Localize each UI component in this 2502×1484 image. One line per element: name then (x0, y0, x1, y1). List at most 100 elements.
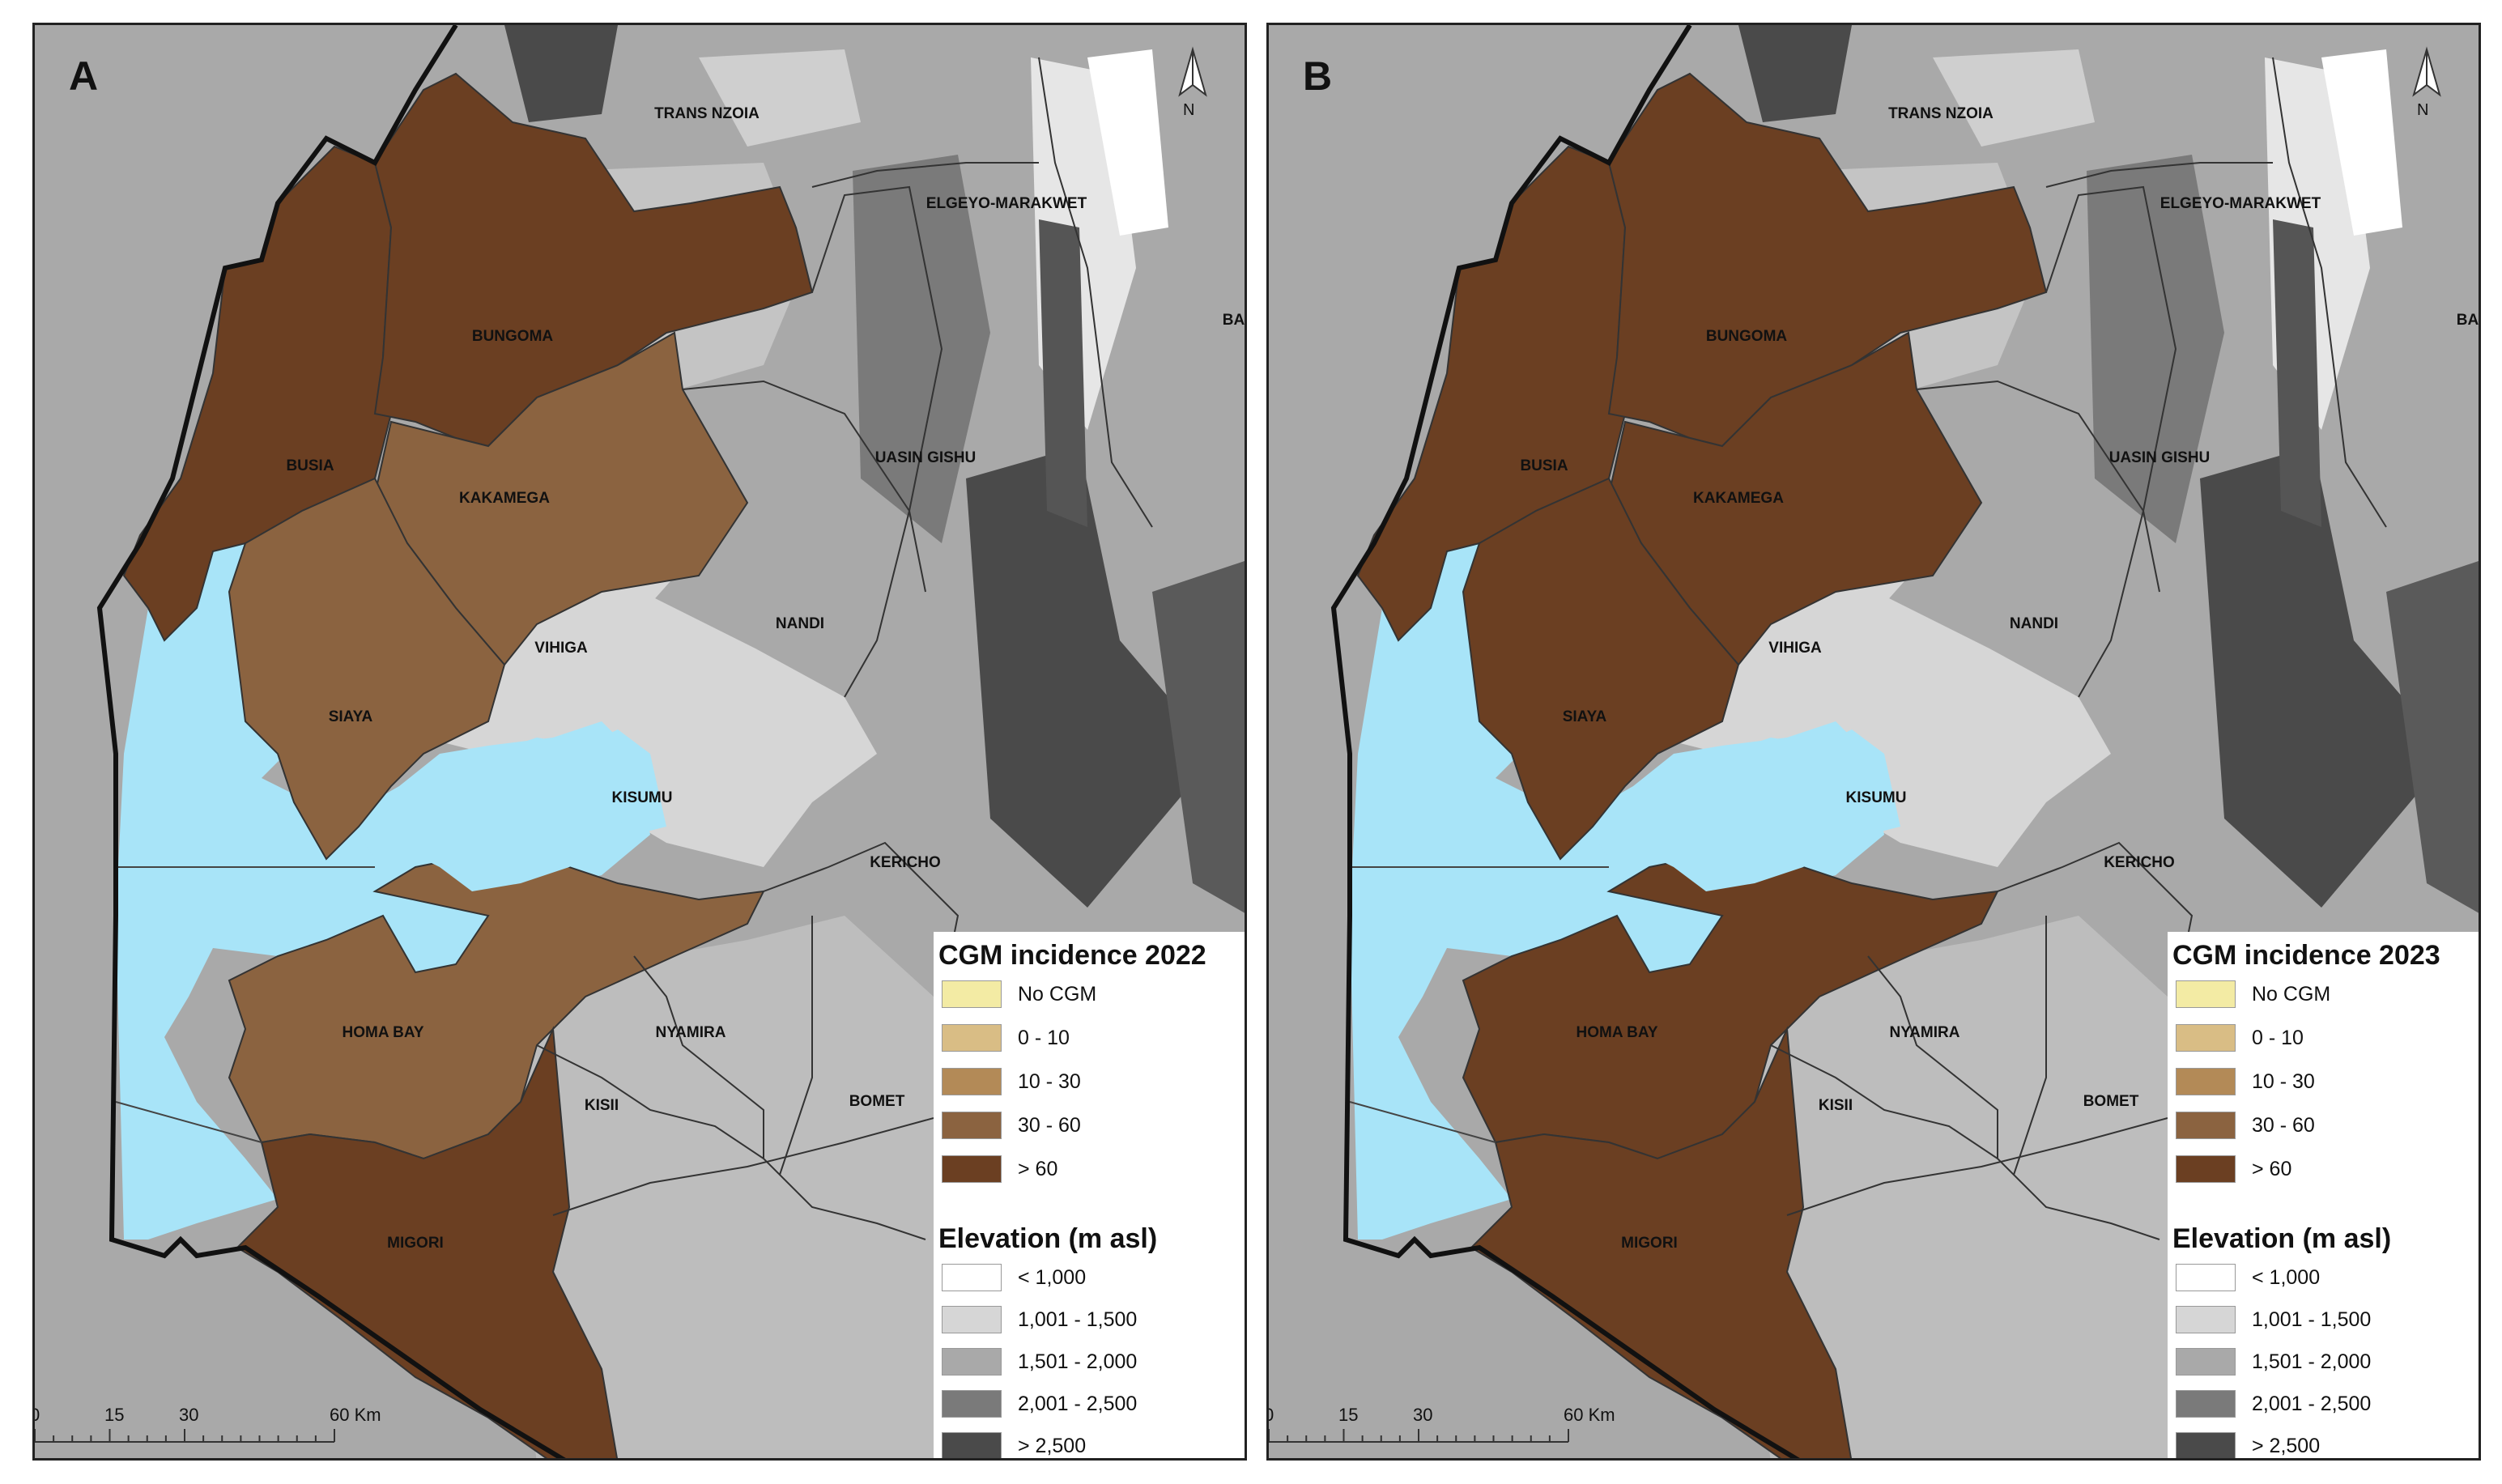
legend-item-incidence: 0 - 10 (942, 1024, 1070, 1052)
boundary-elgeyo (1038, 57, 1153, 528)
legend-swatch (2176, 1264, 2236, 1291)
legend-swatch (942, 980, 1002, 1008)
legend-label: > 60 (2252, 1157, 2292, 1180)
county-boundaries (1349, 57, 2387, 1240)
legend-swatch (942, 1264, 1002, 1291)
label-bomet: BOMET (2083, 1093, 2139, 1110)
county-siaya (1462, 477, 1740, 861)
elevation-above-2500-zone (2273, 219, 2321, 527)
elevation-above-2500-zone (504, 25, 618, 122)
boundary-nandi (682, 380, 911, 698)
label-kakamega: KAKAMEGA (1693, 490, 1784, 507)
legend-swatch (2176, 1024, 2236, 1052)
label-uasin-gishu: UASIN GISHU (2109, 449, 2211, 466)
label-busia: BUSIA (1520, 457, 1568, 474)
county-boundaries (115, 57, 1153, 1240)
country-border (96, 25, 566, 1458)
kisumu-bay (1722, 729, 1900, 835)
elevation-2001-2500-zone (2087, 155, 2224, 543)
map-canvas: BUSIA BUNGOMA KAKAMEGA SIAYA HOMA BAY MI… (1269, 25, 2479, 1458)
boundary-south (1786, 1117, 2168, 1216)
scale-label: 0 (35, 1405, 40, 1426)
label-kericho: KERICHO (2104, 854, 2175, 871)
label-bungoma: BUNGOMA (1706, 328, 1788, 345)
legend-swatch (942, 1155, 1002, 1183)
legend-title-incidence: CGM incidence 2023 (2172, 940, 2440, 971)
elevation-below-1000-zone (2321, 49, 2402, 236)
legend-swatch (942, 1390, 1002, 1418)
label-siaya: SIAYA (329, 708, 373, 725)
boundary-north (2045, 162, 2273, 188)
elevation-above-2500-zone (1738, 25, 1852, 122)
label-kericho: KERICHO (870, 854, 941, 871)
boundary-south (552, 1117, 934, 1216)
legend-title-elevation: Elevation (m asl) (938, 1223, 1158, 1254)
boundary-kericho (1997, 841, 2194, 997)
label-bungoma: BUNGOMA (472, 328, 554, 345)
label-uasin-gishu: UASIN GISHU (875, 449, 977, 466)
boundary-bomet (779, 916, 813, 1176)
legend-label: > 2,500 (1018, 1434, 1087, 1457)
scale-label: 15 (104, 1405, 125, 1425)
label-nandi: NANDI (776, 615, 824, 632)
boundary-nyamira (1867, 955, 1998, 1159)
legend-label: 1,501 - 2,000 (1018, 1350, 1138, 1373)
scale-label: 30 (179, 1405, 199, 1425)
map-panel-b: BUSIA BUNGOMA KAKAMEGA SIAYA HOMA BAY MI… (1266, 23, 2481, 1461)
legend-item-elevation: < 1,000 (942, 1264, 1086, 1291)
legend-swatch (2176, 1155, 2236, 1183)
legend-item-elevation: 1,001 - 1,500 (2176, 1306, 2371, 1333)
kisumu-bay (488, 729, 666, 835)
label-siaya: SIAYA (1563, 708, 1607, 725)
label-elgeyo-marakwet: ELGEYO-MARAKWET (2160, 195, 2321, 212)
elevation-1501-2000-zone (1738, 916, 2168, 1458)
legend-item-incidence: No CGM (942, 980, 1096, 1008)
elevation-1001-1500-zone (1933, 49, 2095, 147)
legend-label: > 2,500 (2252, 1434, 2321, 1457)
elevation-below-1000-zone (1087, 49, 1168, 236)
legend-swatch (942, 1068, 1002, 1095)
legend-swatch (2176, 1348, 2236, 1376)
legend: CGM incidence 2023 No CGM 0 - 10 10 - 30 30… (2168, 932, 2479, 1458)
legend-title-elevation: Elevation (m asl) (2172, 1223, 2392, 1254)
boundary-uasin-gishu (2045, 185, 2177, 593)
legend-item-elevation: 2,001 - 2,500 (2176, 1390, 2371, 1418)
scale-label: 0 (1269, 1405, 1274, 1426)
boundary-uasin-gishu (811, 185, 943, 593)
legend-item-incidence: 30 - 60 (942, 1112, 1081, 1139)
legend-label: < 1,000 (2252, 1265, 2321, 1289)
elevation-1001-1500-zone (699, 49, 861, 147)
legend-label: > 60 (1018, 1157, 1058, 1180)
legend-label: 10 - 30 (2252, 1069, 2315, 1093)
legend-item-elevation: > 2,500 (942, 1432, 1087, 1458)
legend-swatch (2176, 1390, 2236, 1418)
map-panel-a: BUSIA BUNGOMA KAKAMEGA SIAYA HOMA BAY MI… (32, 23, 1247, 1461)
elevation-2001-2500-zone (853, 155, 990, 543)
kisumu-area (407, 596, 877, 867)
legend-item-incidence: 10 - 30 (2176, 1068, 2315, 1095)
label-nyamira: NYAMIRA (1890, 1024, 1960, 1041)
north-arrow-icon (2412, 46, 2441, 97)
label-bomet: BOMET (849, 1093, 905, 1110)
legend: CGM incidence 2022 No CGM 0 - 10 10 - 30 30… (934, 932, 1245, 1458)
county-siaya (228, 477, 506, 861)
legend-item-incidence: 0 - 10 (2176, 1024, 2304, 1052)
label-kakamega: KAKAMEGA (459, 490, 550, 507)
boundary-lake-homa-bay (115, 1101, 262, 1143)
legend-item-incidence: 30 - 60 (2176, 1112, 2315, 1139)
boundary-elgeyo (2272, 57, 2387, 528)
map-canvas: BUSIA BUNGOMA KAKAMEGA SIAYA HOMA BAY MI… (35, 25, 1245, 1458)
label-trans-nzoia: TRANS NZOIA (1888, 105, 1994, 122)
kisumu-area (1641, 596, 2111, 867)
scale-label: 15 (1338, 1405, 1359, 1425)
label-vihiga: VIHIGA (1768, 640, 1822, 657)
legend-swatch (942, 1024, 1002, 1052)
scale-label: 60 Km (330, 1405, 381, 1425)
boundary-kisii (536, 1044, 926, 1240)
legend-item-incidence: > 60 (2176, 1155, 2291, 1183)
label-homa-bay: HOMA BAY (343, 1024, 424, 1041)
legend-label: < 1,000 (1018, 1265, 1087, 1289)
legend-swatch (942, 1348, 1002, 1376)
lake-island (156, 913, 221, 942)
legend-label: 1,001 - 1,500 (1018, 1308, 1138, 1331)
